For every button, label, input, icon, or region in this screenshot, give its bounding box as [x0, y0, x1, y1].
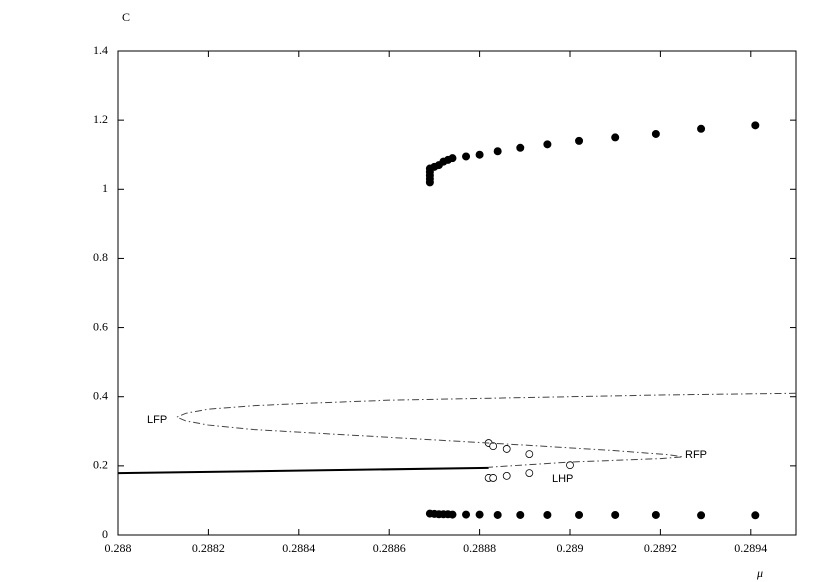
point	[651, 129, 660, 138]
plot-frame	[117, 50, 797, 536]
point	[611, 510, 620, 519]
y-tick-label: 0.8	[93, 250, 108, 264]
y-tick-label: 0.4	[93, 388, 108, 402]
point	[493, 147, 502, 156]
point	[697, 511, 706, 520]
point	[751, 511, 760, 520]
point	[516, 143, 525, 152]
point	[525, 469, 534, 478]
point	[493, 510, 502, 519]
x-tick-label: 0.2894	[734, 541, 767, 555]
x-tick-label: 0.288	[105, 541, 132, 555]
x-tick-label: 0.2886	[373, 541, 406, 555]
point	[575, 510, 584, 519]
annotation: LFP	[147, 414, 167, 426]
annotation: LHP	[552, 473, 573, 485]
y-tick-label: 0.6	[93, 319, 108, 333]
point	[475, 150, 484, 159]
point	[516, 510, 525, 519]
point	[462, 510, 471, 519]
y-tick-label: 1.2	[93, 112, 108, 126]
point	[651, 510, 660, 519]
point	[502, 445, 511, 453]
y-tick-label: 1.4	[93, 43, 108, 57]
y-tick-label: 0.2	[93, 458, 108, 472]
point	[448, 154, 457, 163]
curve	[175, 392, 797, 468]
y-tick-label: 1	[102, 181, 108, 195]
point	[462, 152, 471, 161]
x-tick-label: 0.2882	[192, 541, 225, 555]
point	[575, 136, 584, 145]
point	[697, 124, 706, 133]
point	[751, 121, 760, 130]
curve	[117, 466, 489, 475]
point	[611, 133, 620, 142]
point	[489, 474, 498, 482]
point	[489, 442, 498, 451]
point	[448, 510, 457, 519]
x-tick-label: 0.2888	[463, 541, 496, 555]
point	[525, 450, 534, 459]
point	[502, 471, 511, 480]
point	[475, 510, 484, 519]
x-tick-label: 0.2892	[644, 541, 677, 555]
point	[566, 461, 574, 470]
annotation: RFP	[685, 449, 707, 461]
x-axis-label: μ	[756, 566, 763, 580]
y-axis-label: C	[122, 10, 130, 24]
point	[543, 510, 552, 519]
point	[543, 140, 552, 149]
x-tick-label: 0.289	[557, 541, 584, 555]
x-tick-label: 0.2884	[282, 541, 315, 555]
y-tick-label: 0	[102, 527, 108, 541]
